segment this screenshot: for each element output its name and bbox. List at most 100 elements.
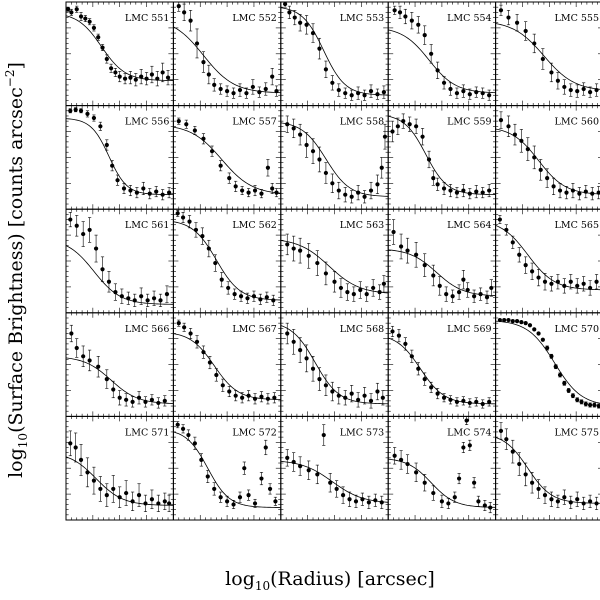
data-point [564,190,569,195]
data-point [506,15,511,20]
x-axis-label: log10(Radius) [arcsec] [225,568,435,593]
data-point [588,402,593,408]
data-point [467,191,472,196]
data-point [456,476,462,481]
data-point [498,428,504,434]
data-point [397,10,403,15]
data-point [562,381,567,386]
data-point [530,269,535,274]
data-point [551,184,556,189]
data-point [180,426,186,431]
data-point [186,432,191,438]
data-point [78,14,84,19]
panel: LMC 553 [280,1,389,107]
data-point [441,80,447,85]
data-point [549,497,554,502]
data-point [136,493,142,498]
data-point [259,191,264,196]
data-point [219,277,224,282]
data-point [69,10,74,15]
data-point [96,35,101,40]
data-point [347,497,352,502]
data-point [291,246,296,251]
data-point [536,331,541,336]
data-point [242,466,247,471]
data-point [422,377,427,382]
model-profile-line [173,221,281,301]
data-point [568,279,573,284]
data-point [570,393,576,398]
data-point [147,191,152,196]
data-point [68,441,73,446]
data-point [588,499,593,504]
data-point [315,472,320,477]
y-axis-label-subscript: 10 [16,433,30,448]
data-point [579,399,584,404]
data-point [176,4,181,9]
data-point [555,279,560,284]
data-point [201,59,206,65]
data-point [332,279,337,284]
panel-label: LMC 569 [447,324,491,335]
panel-label: LMC 551 [125,13,169,24]
data-point [362,393,367,398]
data-point [525,147,530,152]
data-point [238,294,244,299]
data-point [73,107,78,112]
y-axis-label-end: ] [5,62,27,69]
data-point [143,501,148,506]
panel-label: LMC 561 [125,220,169,231]
data-point [298,464,303,469]
data-point [536,275,541,280]
data-point [201,136,206,141]
data-point [285,242,290,247]
data-point [160,192,165,197]
data-point [98,486,103,492]
data-point [291,126,296,131]
data-point [592,402,597,408]
data-point [252,501,258,506]
data-point [480,190,485,195]
data-point [100,45,105,50]
data-point [532,327,537,332]
data-point [448,188,453,193]
data-point [349,391,354,396]
data-point [139,74,144,79]
data-point [336,188,341,193]
data-point [371,285,376,291]
data-point [194,41,200,46]
data-point [596,190,600,195]
data-point [504,437,509,442]
data-point [557,188,563,193]
panel-label: LMC 558 [340,117,384,128]
panel-label: LMC 553 [340,13,384,24]
data-point [73,445,78,450]
data-point [422,480,427,485]
data-point [117,395,122,400]
data-point [298,248,303,253]
data-point [321,432,326,438]
data-point [154,189,159,194]
data-point [349,194,354,199]
model-profile-line [388,249,496,297]
data-point [426,157,432,162]
data-point [271,298,276,303]
data-point [206,246,211,251]
data-point [315,260,320,266]
data-point [441,186,447,191]
data-point [132,298,137,303]
data-point [192,441,197,446]
data-point [187,219,192,224]
data-point [488,505,493,510]
data-point [555,78,560,83]
data-point [201,350,206,355]
data-point [429,385,434,390]
data-point [164,292,170,297]
model-profile-line [495,320,600,404]
data-point [405,248,410,253]
data-point [265,165,271,170]
data-point [298,20,303,25]
data-point [523,321,528,326]
data-point [167,190,172,195]
data-point [298,132,303,137]
